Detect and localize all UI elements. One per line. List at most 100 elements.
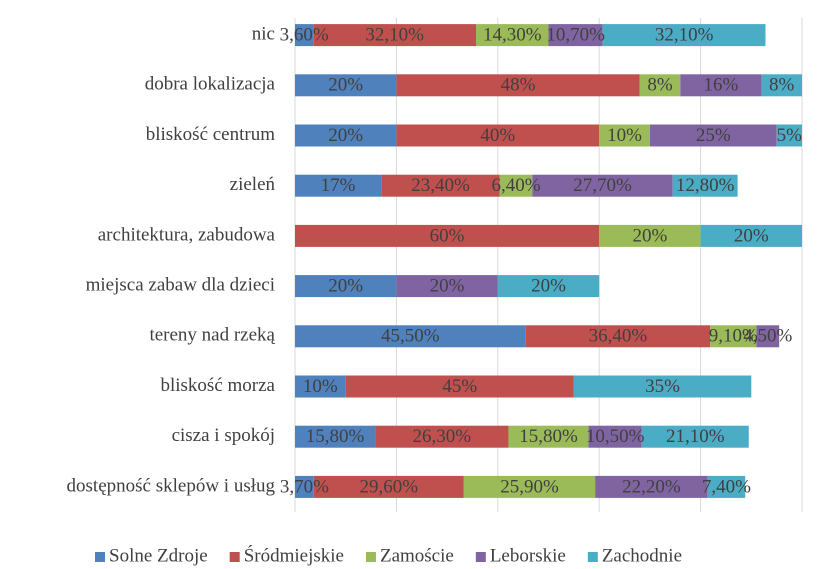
bar-segment (475, 24, 549, 47)
y-tick-label: nic (252, 23, 275, 44)
y-tick-label: architektura, zabudowa (98, 224, 276, 245)
legend-swatch (95, 552, 105, 562)
bar-segment (599, 124, 650, 147)
data-label: 14,30% (483, 24, 542, 45)
bar-segment (295, 24, 314, 47)
data-label: 40% (480, 125, 515, 146)
legend-label: Śródmiejskie (244, 544, 344, 566)
data-label: 15,80% (306, 426, 365, 447)
y-tick-label: tereny nad rzeką (149, 325, 275, 346)
bar-segment (295, 425, 376, 448)
bar-segment (463, 475, 596, 498)
data-label: 10% (303, 376, 338, 397)
bar-segment (295, 375, 346, 398)
legend-label: Solne Zdroje (109, 545, 208, 566)
bar-segment (499, 174, 533, 197)
data-label: 45,50% (381, 326, 440, 347)
y-tick-label: dobra lokalizacja (145, 74, 276, 95)
bar-segment (761, 74, 802, 97)
data-label: 26,30% (412, 426, 471, 447)
data-label: 27,70% (573, 175, 632, 196)
legend-label: Leborskie (490, 545, 566, 566)
data-label: 8% (769, 75, 795, 96)
bar-segment (532, 174, 673, 197)
bar-segment (295, 124, 397, 147)
bar-segment (295, 74, 397, 97)
bar-segment (375, 425, 509, 448)
bar-segment (548, 24, 603, 47)
data-label: 10,50% (586, 426, 645, 447)
bar-segment (588, 425, 642, 448)
data-label: 4,50% (743, 326, 792, 347)
data-label: 7,40% (702, 476, 751, 497)
data-label: 20% (328, 75, 363, 96)
y-tick-label: dostępność sklepów i usług (67, 475, 276, 496)
bar-segment (381, 174, 500, 197)
bar-segment (649, 124, 777, 147)
bar-segment (595, 475, 708, 498)
bar-segment (707, 475, 746, 498)
data-label: 35% (645, 376, 680, 397)
legend-swatch (229, 552, 240, 562)
bar-segment (508, 425, 589, 448)
data-label: 6,40% (492, 175, 541, 196)
bar-segment (672, 174, 738, 197)
bar-segment (573, 375, 752, 398)
bar-segment (710, 325, 757, 348)
data-label: 21,10% (666, 426, 725, 447)
y-tick-label: bliskość morza (160, 375, 275, 396)
legend-swatch (365, 552, 376, 562)
bar-segment (641, 425, 749, 448)
bar-segment (295, 174, 382, 197)
legend-label: Zachodnie (602, 545, 682, 566)
bar-segment (756, 325, 780, 348)
bar-segment (396, 124, 600, 147)
data-label: 45% (442, 376, 477, 397)
bar-segment (776, 124, 802, 147)
data-label: 22,20% (622, 476, 681, 497)
y-tick-label: bliskość centrum (146, 124, 276, 145)
legend-label: Zamoście (380, 545, 454, 566)
data-label: 3,60% (280, 24, 329, 45)
y-tick-label: cisza i spokój (172, 425, 275, 446)
data-label: 20% (328, 125, 363, 146)
data-label: 17% (321, 175, 356, 196)
bar-segment (295, 475, 314, 498)
bar-segment (396, 74, 640, 97)
bar-segment (525, 325, 711, 348)
bar-segment (700, 224, 802, 247)
data-label: 12,80% (676, 175, 735, 196)
bar-segment (396, 275, 498, 298)
data-label: 20% (430, 275, 465, 296)
bar-segment (599, 224, 701, 247)
data-label: 15,80% (519, 426, 578, 447)
data-label: 16% (703, 75, 738, 96)
data-label: 3,70% (280, 476, 329, 497)
data-label: 20% (734, 225, 769, 246)
y-tick-label: zieleń (230, 174, 276, 195)
data-label: 23,40% (411, 175, 470, 196)
bar-segment (313, 475, 464, 498)
bar-segment (295, 275, 397, 298)
data-label: 25,90% (500, 476, 559, 497)
data-label: 8% (647, 75, 673, 96)
data-label: 29,60% (360, 476, 419, 497)
legend-swatch (587, 552, 598, 562)
bar-segment (639, 74, 681, 97)
bar-segment (497, 275, 600, 298)
data-label: 25% (696, 125, 731, 146)
bar-segment (345, 375, 574, 398)
data-label: 10% (607, 125, 642, 146)
bar-segment (602, 24, 766, 47)
bar-segment (680, 74, 762, 97)
data-label: 32,10% (655, 24, 714, 45)
data-label: 32,10% (365, 24, 424, 45)
data-label: 10,70% (546, 24, 605, 45)
data-label: 20% (328, 275, 363, 296)
data-label: 20% (531, 275, 566, 296)
bar-segment (313, 24, 476, 47)
bar-segment (295, 224, 600, 247)
bar-segment (295, 325, 526, 348)
data-label: 60% (430, 225, 465, 246)
